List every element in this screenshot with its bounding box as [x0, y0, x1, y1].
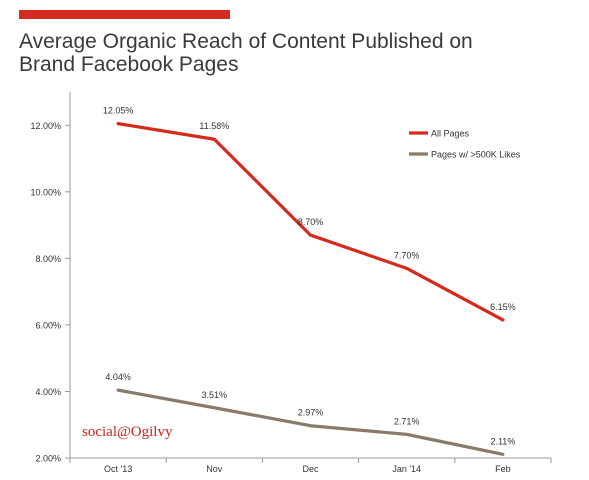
data-label: 4.04%	[105, 372, 131, 382]
chart-title-line-1: Average Organic Reach of Content Publish…	[19, 30, 473, 53]
chart-series	[116, 122, 505, 456]
series-line-large-pages	[116, 388, 505, 456]
data-label: 2.97%	[298, 408, 324, 418]
y-tick-label: 6.00%	[35, 320, 61, 330]
y-tick-label: 2.00%	[35, 454, 61, 464]
legend-label: Pages w/ >500K Likes	[431, 150, 521, 160]
x-tick-label: Feb	[495, 464, 511, 474]
data-label: 7.70%	[394, 250, 420, 260]
chart-axes: 2.00% 4.00% 6.00% 8.00% 10.00% 12.00% Oct '13 N…	[30, 92, 552, 474]
y-tick-label: 12.00%	[30, 121, 61, 131]
data-label: 6.15%	[490, 302, 516, 312]
series-line-all-pages	[116, 122, 505, 322]
data-label: 2.71%	[394, 416, 420, 426]
data-label: 12.05%	[103, 106, 134, 116]
data-label: 2.11%	[490, 436, 515, 446]
chart-legend: All Pages Pages w/ >500K Likes	[409, 129, 521, 160]
x-tick-label: Nov	[206, 464, 223, 474]
data-label: 3.51%	[202, 390, 228, 400]
y-tick-label: 4.00%	[35, 387, 61, 397]
chart-data-labels: 12.05% 11.58% 8.70% 7.70% 6.15% 4.04% 3.51% 2.9…	[103, 106, 516, 447]
top-accent-bar	[19, 10, 230, 19]
x-tick-label: Dec	[302, 464, 319, 474]
y-tick-label: 8.00%	[35, 254, 61, 264]
social-ogilvy-logo: social@Ogilvy	[82, 424, 173, 440]
chart-title-line-2: Brand Facebook Pages	[19, 53, 239, 76]
data-label: 8.70%	[298, 217, 324, 227]
y-tick-label: 10.00%	[30, 187, 61, 197]
chart-title: Average Organic Reach of Content Publish…	[19, 30, 579, 76]
legend-label: All Pages	[431, 129, 470, 139]
data-label: 11.58%	[199, 121, 229, 131]
x-tick-label: Jan '14	[392, 464, 421, 474]
x-tick-label: Oct '13	[104, 464, 132, 474]
